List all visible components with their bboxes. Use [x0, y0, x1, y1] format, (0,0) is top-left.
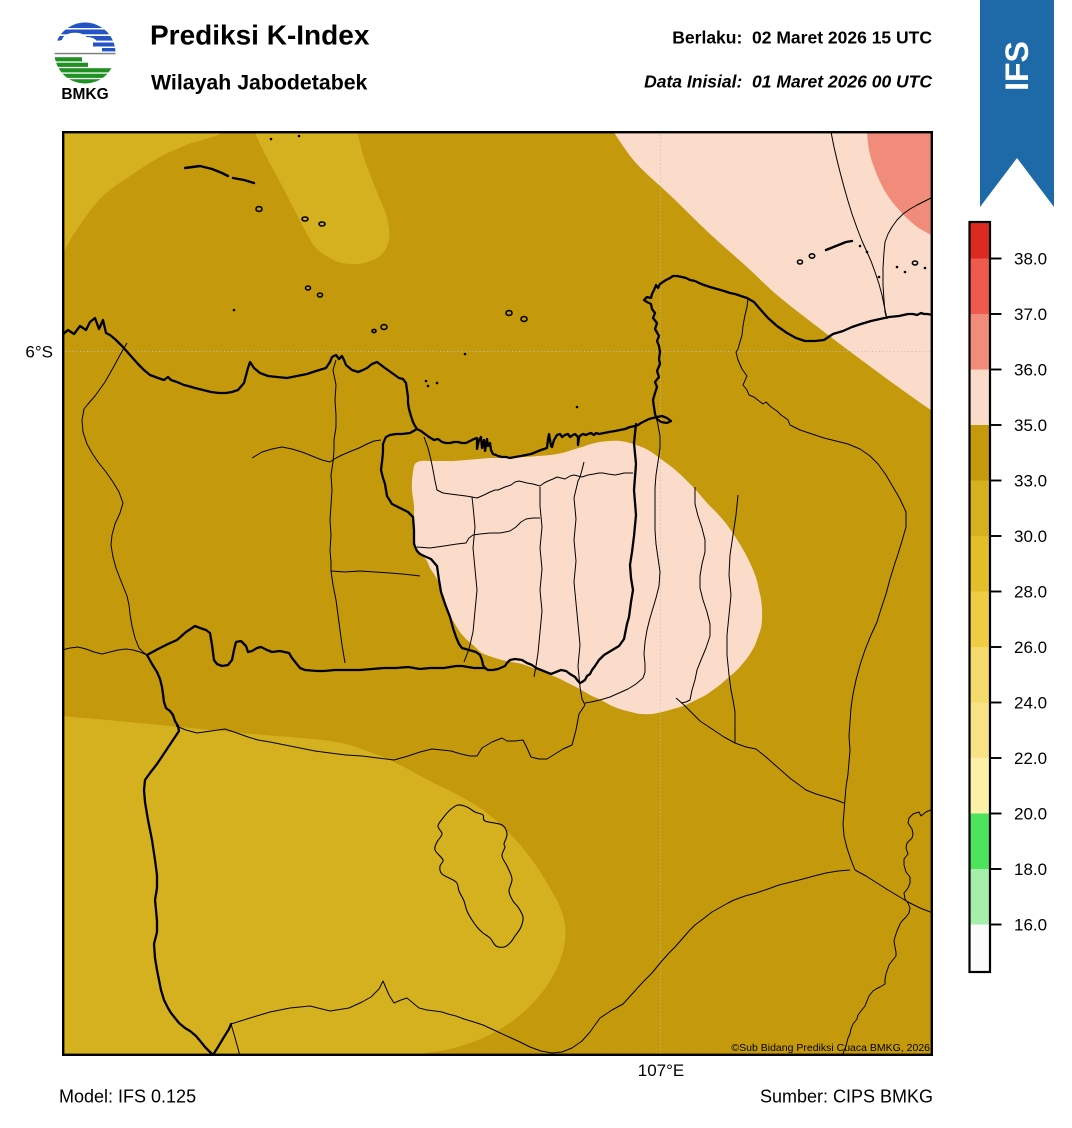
svg-text:35.0: 35.0: [1014, 416, 1047, 435]
svg-text:Wilayah Jabodetabek: Wilayah Jabodetabek: [151, 71, 368, 95]
svg-text:36.0: 36.0: [1014, 361, 1047, 380]
svg-text:16.0: 16.0: [1014, 916, 1047, 935]
svg-text:107°E: 107°E: [638, 1061, 685, 1080]
svg-text:26.0: 26.0: [1014, 638, 1047, 657]
svg-text:BMKG: BMKG: [61, 86, 108, 103]
svg-text:18.0: 18.0: [1014, 860, 1047, 879]
svg-text:Sumber: CIPS BMKG: Sumber: CIPS BMKG: [760, 1087, 933, 1107]
svg-text:Berlaku: 02 Maret 2026 15 UTC: Berlaku: 02 Maret 2026 15 UTC: [672, 28, 932, 48]
svg-text:Prediksi K-Index: Prediksi K-Index: [150, 20, 370, 51]
svg-text:37.0: 37.0: [1014, 305, 1047, 324]
svg-text:24.0: 24.0: [1014, 694, 1047, 713]
svg-text:30.0: 30.0: [1014, 527, 1047, 546]
svg-text:28.0: 28.0: [1014, 583, 1047, 602]
svg-text:38.0: 38.0: [1014, 250, 1047, 269]
svg-text:22.0: 22.0: [1014, 749, 1047, 768]
svg-text:©Sub Bidang Prediksi Cuaca BMK: ©Sub Bidang Prediksi Cuaca BMKG, 2026: [731, 1042, 930, 1054]
svg-text:IFS: IFS: [999, 41, 1035, 91]
svg-text:20.0: 20.0: [1014, 805, 1047, 824]
svg-text:33.0: 33.0: [1014, 472, 1047, 491]
svg-text:Model: IFS 0.125: Model: IFS 0.125: [59, 1087, 196, 1107]
svg-text:6°S: 6°S: [25, 343, 53, 362]
svg-text:Data Inisial: 01 Maret 2026 0: Data Inisial: 01 Maret 2026 00 UTC: [644, 72, 932, 92]
